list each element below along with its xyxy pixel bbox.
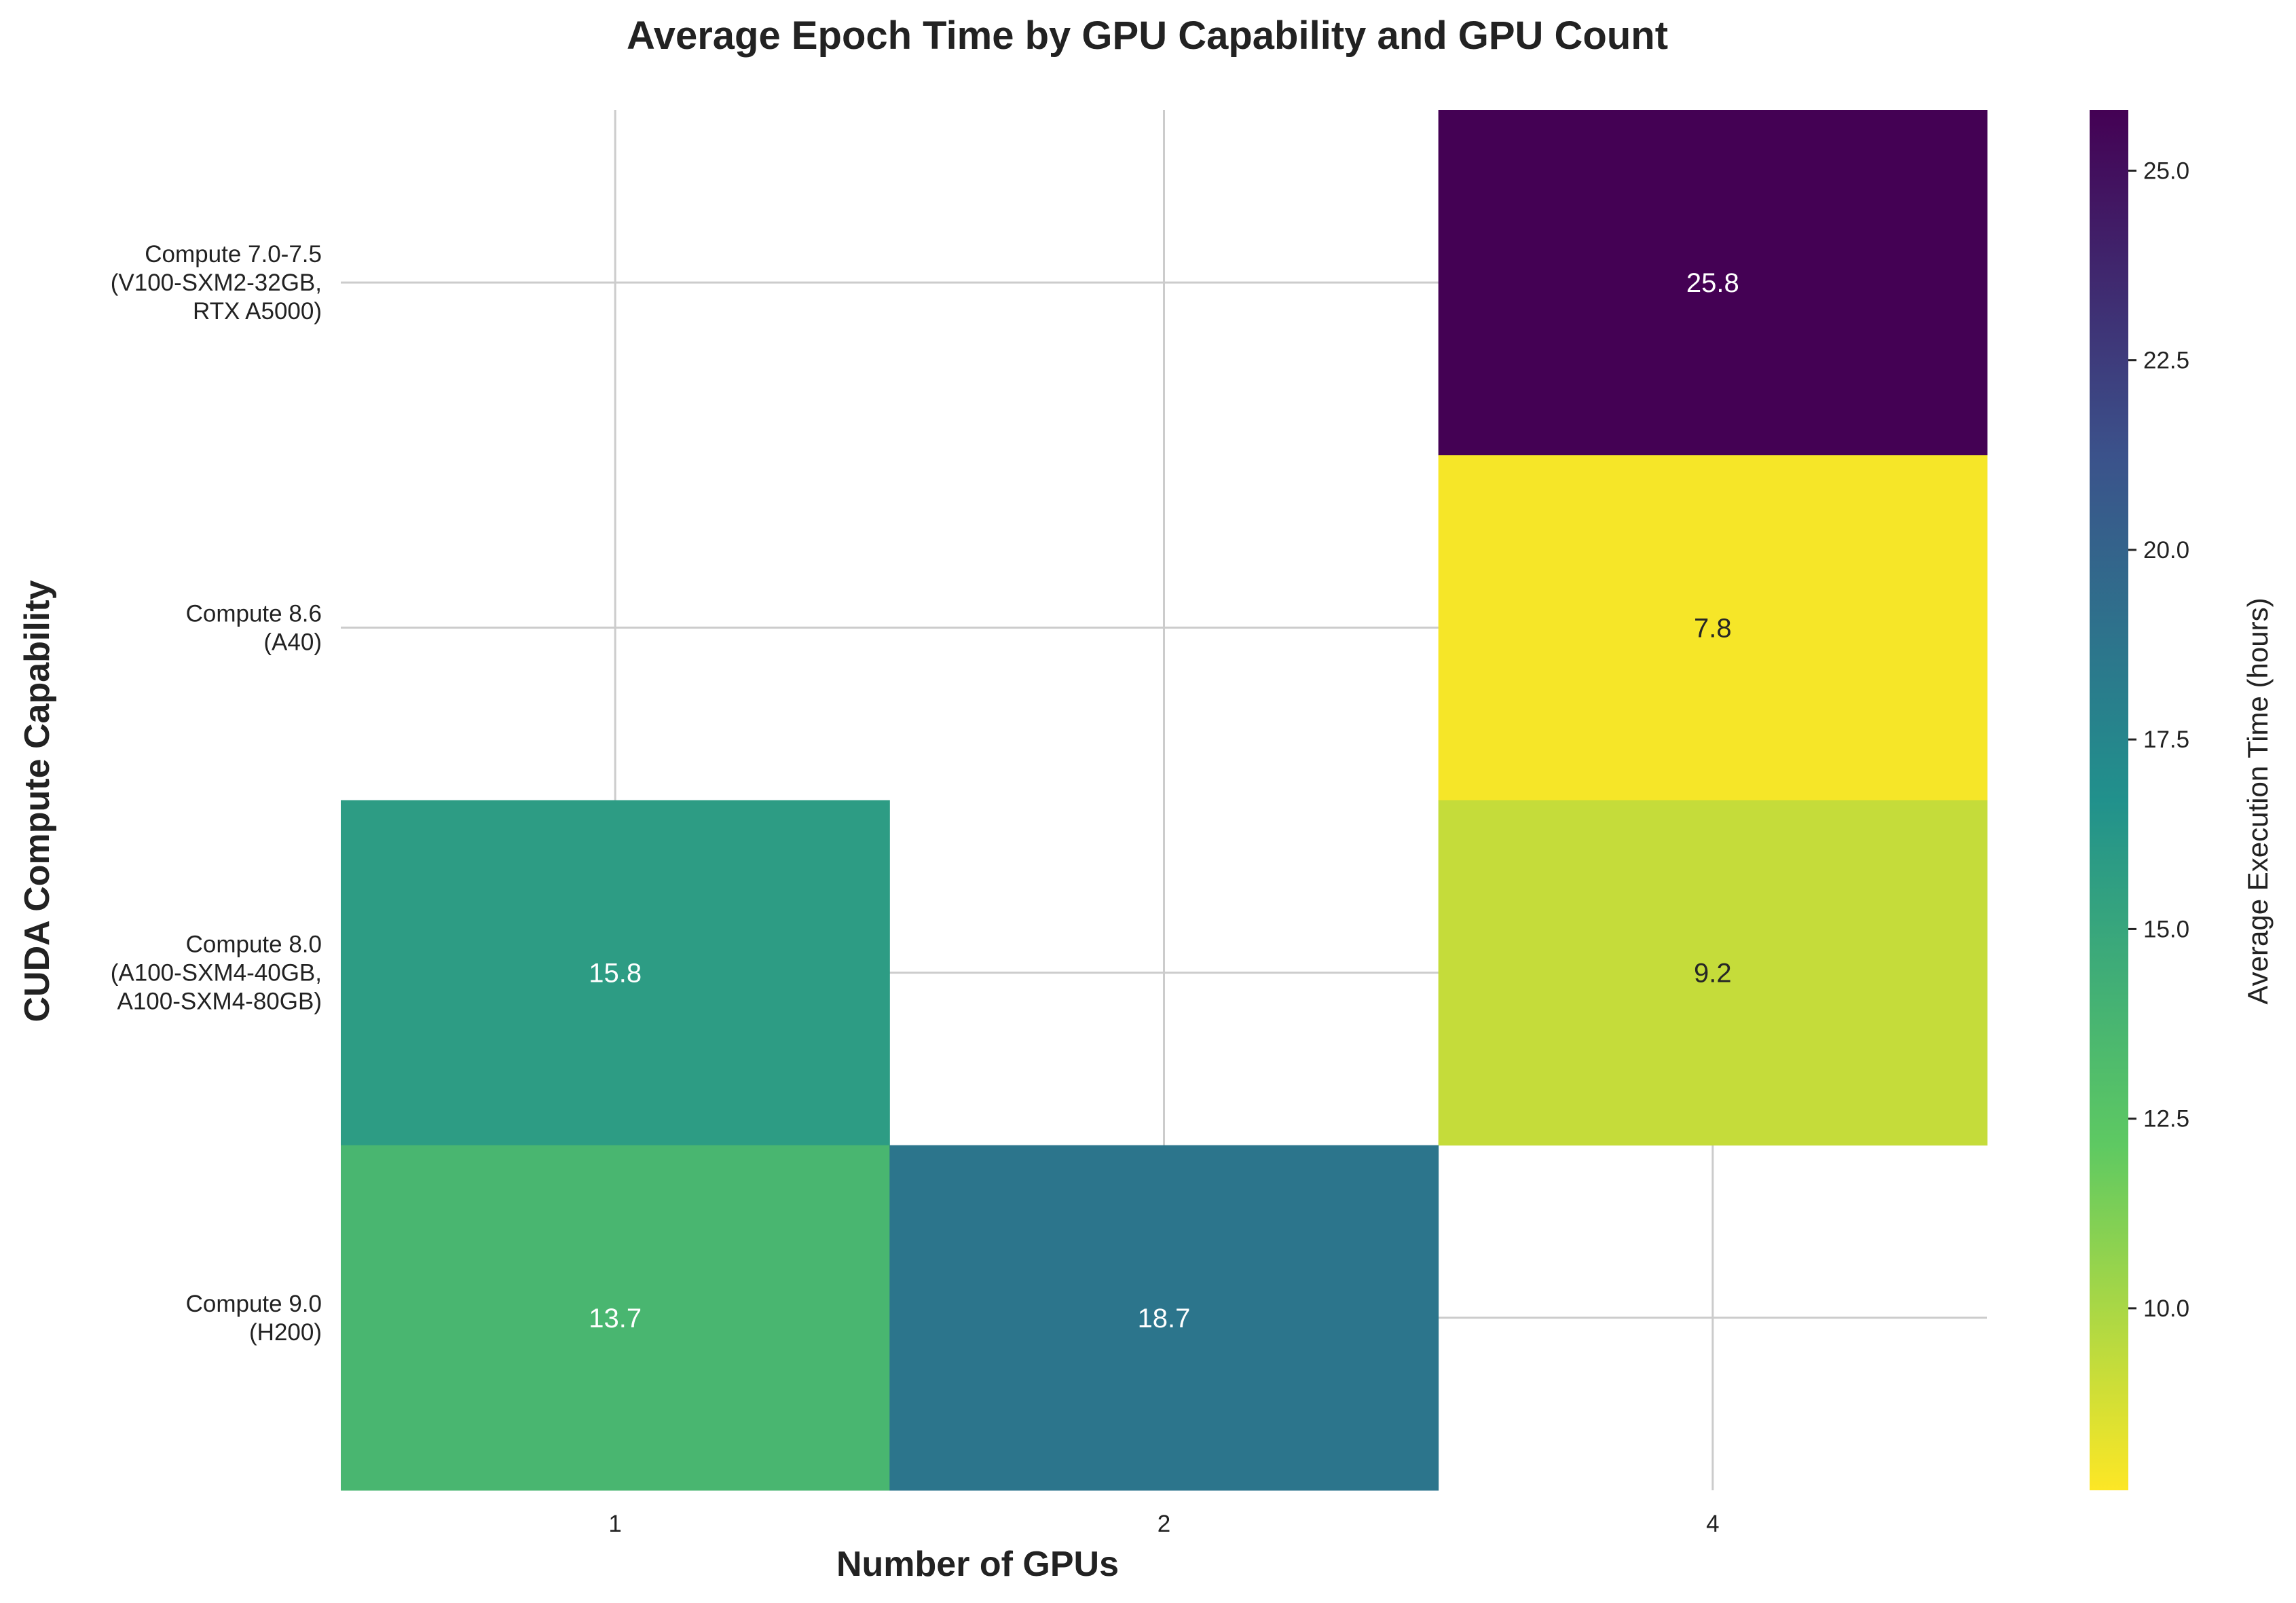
chart-title: Average Epoch Time by GPU Capability and… bbox=[627, 14, 1668, 58]
heatmap-cells: 25.8 7.8 15.8 9.2 13.7 18.7 bbox=[341, 110, 1988, 1491]
x-tick-label: 4 bbox=[1706, 1511, 1719, 1537]
colorbar-tick-label: 25.0 bbox=[2143, 158, 2189, 184]
colorbar-tick-label: 10.0 bbox=[2143, 1295, 2189, 1322]
y-tick-labels: Compute 7.0-7.5 (V100-SXM2-32GB, RTX A5000… bbox=[111, 241, 322, 1346]
y-tick-label: Compute 8.0 (A100-SXM4-40GB, A100-SXM4-80G… bbox=[111, 932, 322, 1015]
heatmap-cell bbox=[1438, 800, 1988, 1146]
colorbar-tick-label: 15.0 bbox=[2143, 916, 2189, 942]
y-axis-label: CUDA Compute Capability bbox=[18, 580, 57, 1022]
x-axis-label: Number of GPUs bbox=[836, 1545, 1119, 1584]
cell-value-label: 18.7 bbox=[1138, 1304, 1191, 1333]
y-tick-label: Compute 7.0-7.5 (V100-SXM2-32GB, RTX A5000… bbox=[111, 241, 322, 325]
cell-value-label: 15.8 bbox=[589, 959, 642, 989]
colorbar-ticks: 10.0 12.5 15.0 17.5 20.0 22.5 25.0 bbox=[2128, 158, 2189, 1322]
heatmap-cell bbox=[889, 1145, 1439, 1491]
heatmap-cell bbox=[1438, 455, 1988, 800]
colorbar-label: Average Execution Time (hours) bbox=[2242, 597, 2274, 1004]
cell-value-label: 25.8 bbox=[1686, 268, 1739, 298]
y-tick-label: Compute 8.6 (A40) bbox=[186, 600, 322, 655]
cell-value-label: 7.8 bbox=[1694, 613, 1732, 643]
x-tick-labels: 1 2 4 bbox=[608, 1511, 1719, 1537]
x-tick-label: 1 bbox=[608, 1511, 621, 1537]
heatmap-cell bbox=[341, 800, 890, 1146]
colorbar-tick-label: 22.5 bbox=[2143, 348, 2189, 374]
colorbar-tick-label: 12.5 bbox=[2143, 1106, 2189, 1132]
colorbar-tick-label: 20.0 bbox=[2143, 537, 2189, 564]
y-tick-label: Compute 9.0 (H200) bbox=[186, 1291, 322, 1346]
heatmap-cell bbox=[1438, 110, 1988, 456]
x-tick-label: 2 bbox=[1158, 1511, 1170, 1537]
cell-value-label: 13.7 bbox=[589, 1304, 642, 1333]
cell-value-label: 9.2 bbox=[1694, 959, 1732, 989]
colorbar-tick-label: 17.5 bbox=[2143, 726, 2189, 753]
heatmap-cell bbox=[341, 1145, 890, 1491]
colorbar bbox=[2090, 110, 2128, 1490]
